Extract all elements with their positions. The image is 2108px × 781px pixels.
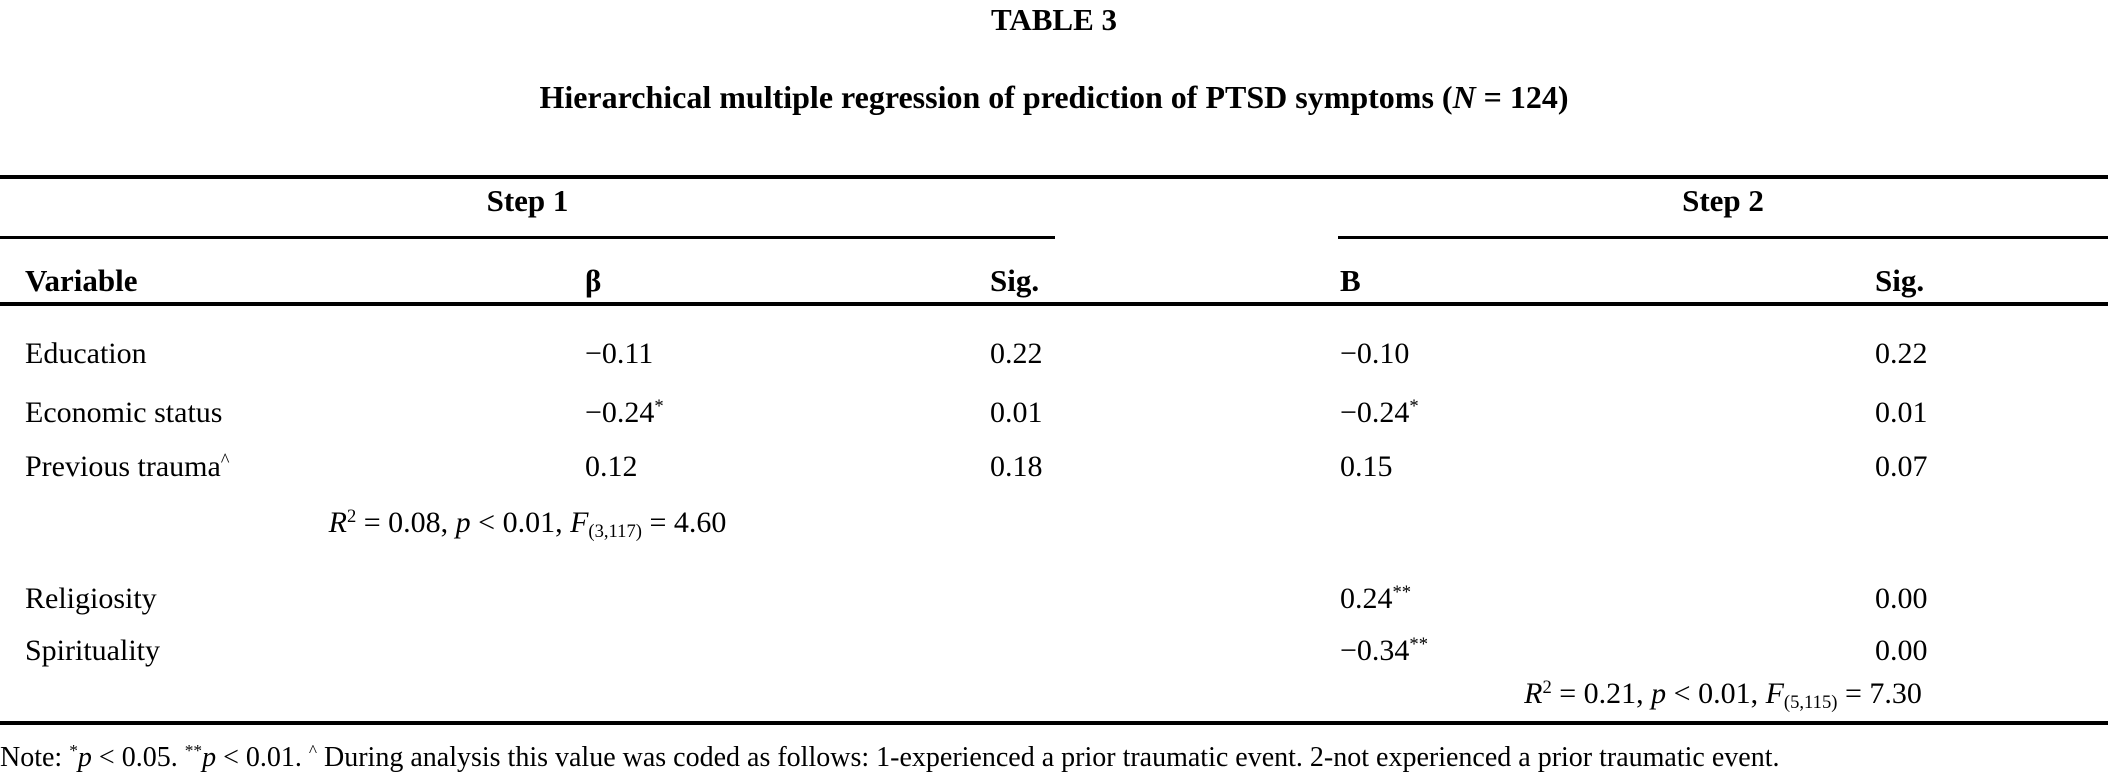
f-df-subscript: (3,117) — [588, 520, 642, 542]
significance-star: * — [69, 741, 78, 761]
cell-sig-step2: 0.07 — [1875, 450, 1928, 483]
col-header-variable: Variable — [25, 263, 138, 298]
col-header-b: B — [1340, 263, 1361, 298]
table-title-suffix: = 124) — [1475, 79, 1569, 115]
cell-variable: Economic status — [25, 396, 223, 429]
col-header-sig-step1: Sig. — [990, 263, 1040, 298]
f-symbol: F — [1765, 677, 1784, 710]
cell-variable: Previous trauma^ — [25, 450, 230, 488]
stat-fragment: < 0.01, — [470, 506, 571, 539]
cell-variable: Spirituality — [25, 634, 160, 667]
caret-superscript: ^ — [220, 449, 230, 471]
r-symbol: R — [1524, 677, 1543, 710]
note-fragment: < 0.01. — [216, 742, 309, 773]
note-prefix: Note: — [0, 742, 70, 773]
step1-stats-line: R2 = 0.08, p < 0.01, F(3,117) = 4.60 — [0, 503, 1055, 547]
p-symbol: p — [202, 742, 217, 773]
stat-fragment: = 4.60 — [641, 506, 727, 539]
note-fragment: During analysis this value was coded as … — [317, 742, 1780, 773]
value-text: −0.24 — [1340, 396, 1410, 429]
table-number: TABLE 3 — [990, 2, 1118, 37]
f-df-subscript: (5,115) — [1783, 691, 1838, 713]
header-rule — [0, 302, 2108, 306]
value-text: 0.24 — [1340, 582, 1393, 615]
table-title-n-symbol: N — [1452, 79, 1476, 115]
cell-b: −0.24* — [1340, 396, 1419, 434]
step2-spanner-label: Step 2 — [1682, 183, 1764, 218]
top-rule — [0, 175, 2108, 179]
cell-beta: −0.11 — [585, 337, 654, 370]
f-symbol: F — [570, 506, 589, 539]
step1-spanner-rule — [0, 236, 1055, 239]
col-header-beta: β — [585, 263, 602, 298]
table-note: Note: *p < 0.05. **p < 0.01. ^ During an… — [0, 741, 2108, 778]
stat-fragment: = 0.21, — [1551, 677, 1652, 710]
caret-superscript: ^ — [308, 741, 318, 761]
value-text: −0.34 — [1340, 634, 1410, 667]
cell-variable: Religiosity — [25, 582, 157, 615]
note-fragment: < 0.05. — [91, 742, 185, 773]
value-text: Previous trauma — [25, 450, 221, 483]
significance-star: ** — [1392, 581, 1412, 603]
significance-star: * — [654, 395, 664, 417]
cell-beta: 0.12 — [585, 450, 638, 483]
stat-fragment: < 0.01, — [1666, 677, 1766, 710]
stat-fragment: = 0.08, — [356, 506, 456, 539]
p-symbol: p — [1651, 677, 1667, 710]
p-symbol: p — [455, 506, 471, 539]
cell-sig-step1: 0.01 — [990, 396, 1043, 429]
cell-b: 0.24** — [1340, 582, 1411, 620]
col-header-sig-step2: Sig. — [1875, 263, 1925, 298]
cell-beta: −0.24* — [585, 396, 664, 434]
stat-fragment: = 7.30 — [1837, 677, 1922, 710]
significance-star: * — [1409, 395, 1419, 417]
r-squared-exponent: 2 — [1542, 676, 1552, 698]
cell-b: −0.10 — [1340, 337, 1410, 370]
cell-b: 0.15 — [1340, 450, 1393, 483]
significance-star: ** — [1409, 633, 1429, 655]
cell-sig-step1: 0.18 — [990, 450, 1043, 483]
significance-star: ** — [184, 741, 203, 761]
cell-sig-step2: 0.01 — [1875, 396, 1928, 429]
cell-sig-step2: 0.22 — [1875, 337, 1928, 370]
r-symbol: R — [328, 506, 347, 539]
step2-stats-line: R2 = 0.21, p < 0.01, F(5,115) = 7.30 — [1338, 674, 2108, 718]
step2-spanner-rule — [1338, 236, 2108, 239]
cell-b: −0.34** — [1340, 634, 1428, 672]
cell-sig-step2: 0.00 — [1875, 634, 1928, 667]
table-title: Hierarchical multiple regression of pred… — [0, 79, 2108, 115]
step1-spanner-label: Step 1 — [486, 183, 569, 218]
bottom-rule — [0, 721, 2108, 725]
cell-sig-step2: 0.00 — [1875, 582, 1928, 615]
p-symbol: p — [77, 742, 92, 773]
cell-sig-step1: 0.22 — [990, 337, 1043, 370]
value-text: −0.24 — [585, 396, 655, 429]
r-squared-exponent: 2 — [346, 505, 357, 527]
cell-variable: Education — [25, 337, 147, 370]
table-title-text: Hierarchical multiple regression of pred… — [539, 79, 1453, 115]
